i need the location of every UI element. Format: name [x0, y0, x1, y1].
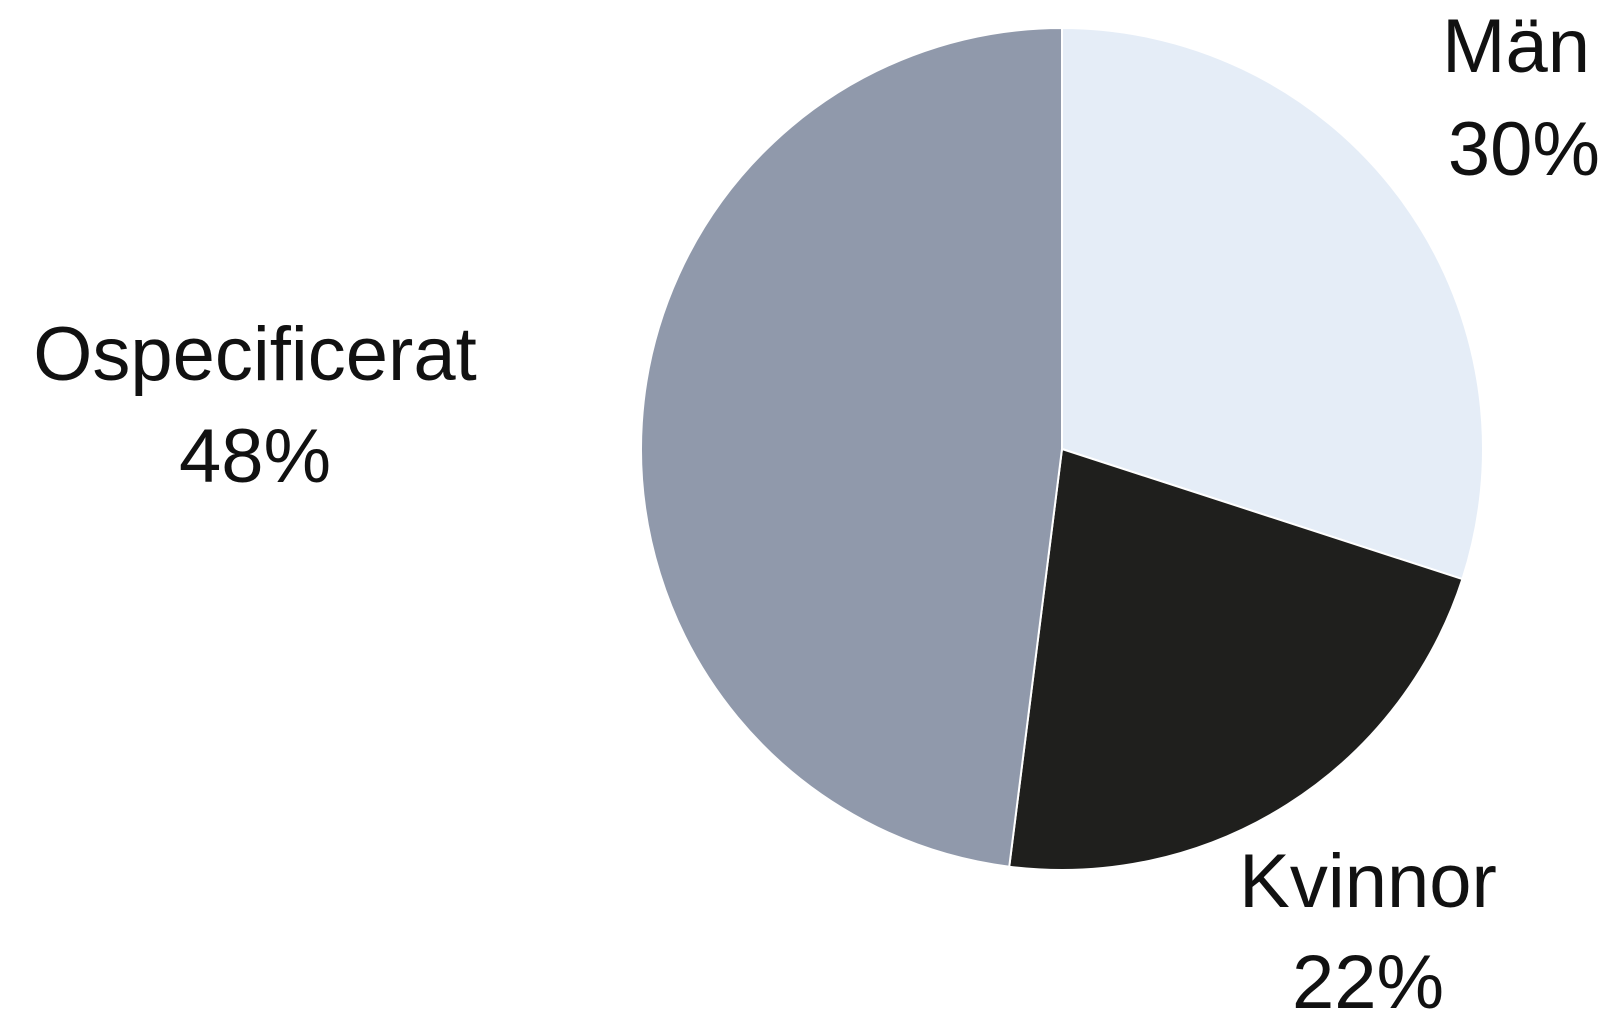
slice-value-ospecificerat: 48% [179, 414, 331, 499]
pie-slices [639, 26, 1484, 871]
pie-slice-man [1061, 26, 1484, 581]
slice-label-man: Män [1442, 4, 1590, 89]
slice-value-man: 30% [1448, 107, 1600, 192]
slice-label-kvinnor: Kvinnor [1239, 839, 1497, 924]
slice-value-kvinnor: 22% [1292, 940, 1444, 1012]
pie-slice-ospecificerat [639, 26, 1063, 868]
pie-slice-kvinnor [1008, 447, 1464, 871]
slice-label-ospecificerat: Ospecificerat [33, 312, 477, 397]
